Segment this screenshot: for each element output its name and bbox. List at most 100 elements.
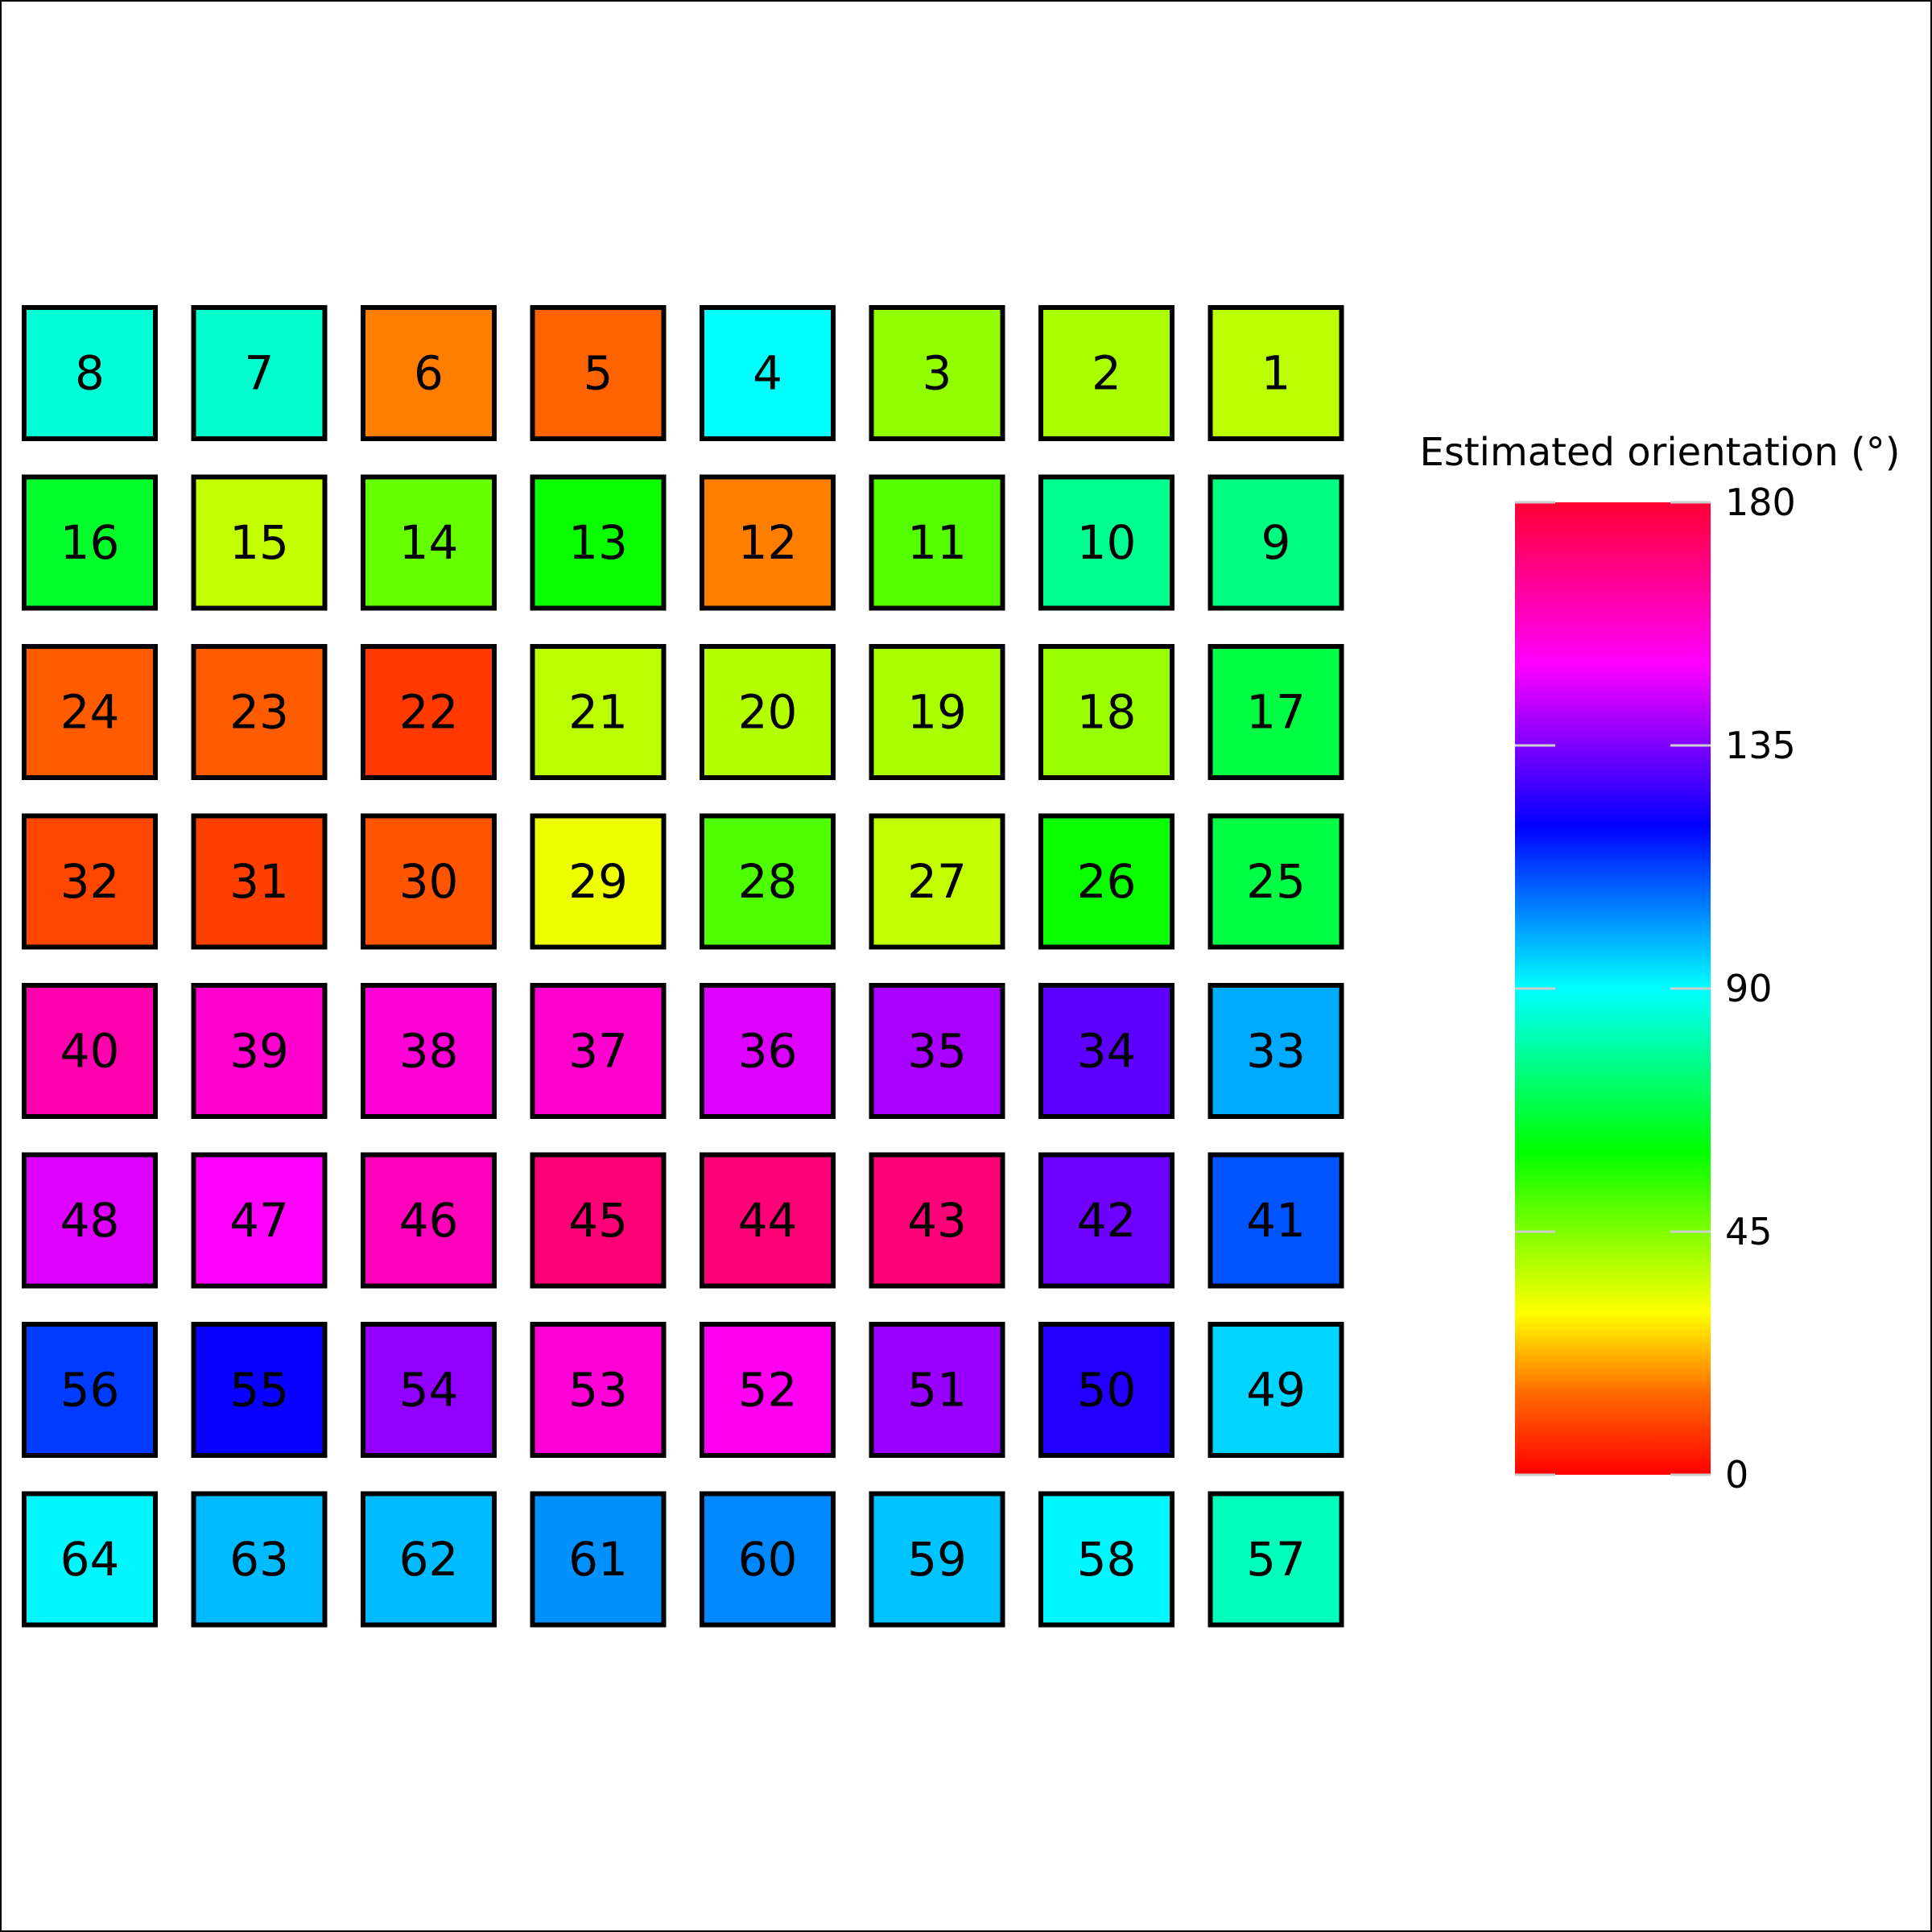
grid-cell-square bbox=[869, 305, 1005, 441]
grid-cell-square bbox=[1038, 1322, 1174, 1458]
grid-cell-square bbox=[191, 644, 328, 780]
grid-cell: 16 bbox=[22, 474, 158, 611]
grid-cell-square bbox=[1038, 983, 1174, 1119]
grid-cell-square bbox=[530, 813, 667, 950]
grid-cell: 37 bbox=[530, 983, 667, 1119]
grid-cell-square bbox=[700, 1152, 836, 1289]
grid-cell-label: 2 bbox=[1092, 346, 1121, 401]
grid-cell: 35 bbox=[869, 983, 1005, 1119]
grid-cell-label: 32 bbox=[60, 854, 120, 909]
grid-cell-square bbox=[1038, 644, 1174, 780]
colorbar-tick-label: 45 bbox=[1725, 1210, 1773, 1253]
grid-cell: 18 bbox=[1038, 644, 1174, 780]
grid-cell-square bbox=[361, 1152, 497, 1289]
colorbar-tick-label: 135 bbox=[1725, 724, 1796, 767]
colorbar-ticks: 0 45 90 135 180 bbox=[1515, 481, 1796, 1496]
grid-cell-label: 24 bbox=[60, 685, 120, 740]
grid-cell-square bbox=[361, 474, 497, 611]
grid-cell: 55 bbox=[191, 1322, 328, 1458]
grid-cell-label: 51 bbox=[907, 1363, 967, 1418]
grid-cell: 57 bbox=[1208, 1491, 1344, 1628]
grid-cell-square bbox=[1208, 813, 1344, 950]
grid-cell-label: 18 bbox=[1077, 685, 1137, 740]
grid-cell-label: 52 bbox=[738, 1363, 798, 1418]
grid-cell: 4 bbox=[700, 305, 836, 441]
grid-cell-label: 64 bbox=[60, 1532, 120, 1587]
grid-cell-square bbox=[530, 983, 667, 1119]
grid-cell-label: 47 bbox=[229, 1193, 289, 1248]
grid-cell-square bbox=[22, 1152, 158, 1289]
grid-cell-square bbox=[700, 474, 836, 611]
grid-cell-label: 8 bbox=[75, 346, 105, 401]
grid-cell: 63 bbox=[191, 1491, 328, 1628]
grid-cell-label: 14 bbox=[399, 515, 459, 570]
grid-cell-label: 27 bbox=[907, 854, 967, 909]
colorbar-tick-label: 90 bbox=[1725, 967, 1773, 1010]
grid-cell-label: 46 bbox=[399, 1193, 459, 1248]
grid-cell-square bbox=[530, 474, 667, 611]
grid-cell-label: 45 bbox=[568, 1193, 628, 1248]
grid-cell: 32 bbox=[22, 813, 158, 950]
grid-cell-square bbox=[22, 474, 158, 611]
grid-cell: 3 bbox=[869, 305, 1005, 441]
grid-cell-label: 41 bbox=[1246, 1193, 1306, 1248]
grid-cell-label: 63 bbox=[229, 1532, 289, 1587]
grid-cell: 5 bbox=[530, 305, 667, 441]
grid-cell-label: 30 bbox=[399, 854, 459, 909]
grid-cell-square bbox=[700, 1491, 836, 1628]
grid-cell: 49 bbox=[1208, 1322, 1344, 1458]
grid-cell-label: 34 bbox=[1077, 1024, 1137, 1079]
grid-cell-square bbox=[361, 1322, 497, 1458]
grid-cell-square bbox=[1038, 813, 1174, 950]
grid-cell-square bbox=[869, 1152, 1005, 1289]
grid-cell: 36 bbox=[700, 983, 836, 1119]
grid-cell: 50 bbox=[1038, 1322, 1174, 1458]
grid-cell: 2 bbox=[1038, 305, 1174, 441]
grid-cell-square bbox=[1208, 1322, 1344, 1458]
grid-cell: 6 bbox=[361, 305, 497, 441]
grid-cell: 1 bbox=[1208, 305, 1344, 441]
grid-cell-square bbox=[191, 813, 328, 950]
grid-cell: 10 bbox=[1038, 474, 1174, 611]
grid-cell-label: 7 bbox=[245, 346, 275, 401]
grid-cell-label: 40 bbox=[60, 1024, 120, 1079]
grid-cell-label: 49 bbox=[1246, 1363, 1306, 1418]
grid-cell-label: 5 bbox=[584, 346, 613, 401]
colorbar-label: Estimated orientation (°) bbox=[1419, 430, 1900, 475]
grid-cell-square bbox=[191, 983, 328, 1119]
grid-cell: 47 bbox=[191, 1152, 328, 1289]
orientation-grid: 8 7 6 5 4 3 2 116 15 14 13 12 11 10 924 23 22 21 20 19 18 173… bbox=[22, 305, 1344, 1628]
grid-cell: 13 bbox=[530, 474, 667, 611]
grid-cell: 24 bbox=[22, 644, 158, 780]
grid-cell-square bbox=[869, 1491, 1005, 1628]
grid-cell-label: 19 bbox=[907, 685, 967, 740]
grid-cell-label: 39 bbox=[229, 1024, 289, 1079]
grid-cell-square bbox=[869, 813, 1005, 950]
grid-cell: 20 bbox=[700, 644, 836, 780]
grid-cell: 41 bbox=[1208, 1152, 1344, 1289]
grid-cell-square bbox=[361, 305, 497, 441]
grid-cell-label: 42 bbox=[1077, 1193, 1137, 1248]
grid-cell-square bbox=[361, 983, 497, 1119]
grid-cell-square bbox=[22, 644, 158, 780]
grid-cell-label: 17 bbox=[1246, 685, 1306, 740]
grid-cell-label: 16 bbox=[60, 515, 120, 570]
grid-cell-label: 11 bbox=[907, 515, 967, 570]
grid-cell-label: 25 bbox=[1246, 854, 1306, 909]
grid-cell-square bbox=[700, 1322, 836, 1458]
grid-cell-label: 56 bbox=[60, 1363, 120, 1418]
grid-cell-label: 29 bbox=[568, 854, 628, 909]
grid-cell-square bbox=[1208, 1491, 1344, 1628]
grid-cell-label: 26 bbox=[1077, 854, 1137, 909]
grid-cell: 39 bbox=[191, 983, 328, 1119]
grid-cell: 9 bbox=[1208, 474, 1344, 611]
grid-cell: 12 bbox=[700, 474, 836, 611]
grid-cell-square bbox=[361, 1491, 497, 1628]
grid-cell-square bbox=[869, 644, 1005, 780]
grid-cell: 56 bbox=[22, 1322, 158, 1458]
grid-cell: 28 bbox=[700, 813, 836, 950]
grid-cell: 23 bbox=[191, 644, 328, 780]
grid-cell-square bbox=[191, 474, 328, 611]
grid-cell: 19 bbox=[869, 644, 1005, 780]
